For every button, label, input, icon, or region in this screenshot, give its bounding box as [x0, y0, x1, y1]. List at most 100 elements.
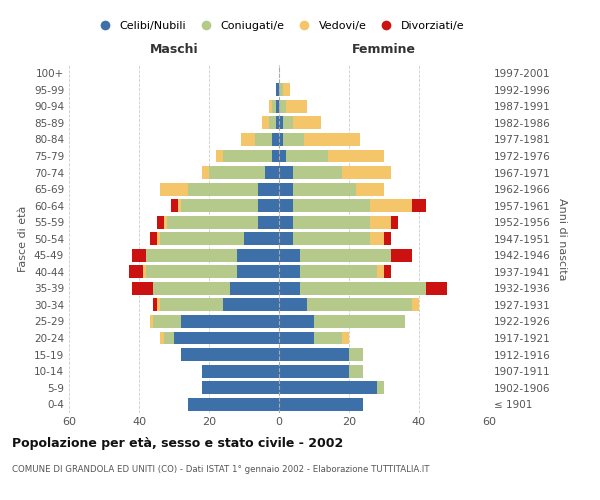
Bar — [391, 249, 412, 262]
Bar — [160, 298, 223, 312]
Bar — [279, 133, 283, 146]
Bar — [188, 398, 279, 410]
Bar — [426, 282, 447, 295]
Bar — [307, 298, 412, 312]
Bar — [269, 116, 275, 130]
Bar — [349, 348, 363, 361]
Bar — [279, 216, 293, 228]
Bar — [241, 133, 254, 146]
Bar — [370, 232, 384, 245]
Bar — [272, 100, 275, 113]
Y-axis label: Fasce di età: Fasce di età — [19, 206, 28, 272]
Bar — [304, 133, 359, 146]
Bar — [157, 216, 163, 228]
Bar — [279, 84, 283, 96]
Bar — [279, 100, 286, 113]
Legend: Celibi/Nubili, Coniugati/e, Vedovi/e, Divorziati/e: Celibi/Nubili, Coniugati/e, Vedovi/e, Di… — [89, 16, 469, 36]
Bar — [314, 315, 405, 328]
Bar — [275, 84, 279, 96]
Bar — [279, 182, 293, 196]
Bar — [181, 315, 279, 328]
Bar — [293, 116, 321, 130]
Bar — [279, 166, 293, 179]
Text: COMUNE DI GRANDOLA ED UNITI (CO) - Dati ISTAT 1° gennaio 2002 - Elaborazione TUT: COMUNE DI GRANDOLA ED UNITI (CO) - Dati … — [12, 466, 430, 474]
Bar — [202, 166, 209, 179]
Bar — [279, 398, 363, 410]
Bar — [279, 150, 286, 162]
Bar — [279, 266, 300, 278]
Bar — [293, 166, 342, 179]
Bar — [163, 332, 174, 344]
Bar — [223, 298, 279, 312]
Bar — [258, 216, 279, 228]
Bar — [254, 133, 272, 146]
Bar — [342, 166, 391, 179]
Bar — [279, 381, 377, 394]
Bar — [283, 116, 293, 130]
Bar — [262, 116, 269, 130]
Bar — [377, 266, 384, 278]
Bar — [384, 266, 391, 278]
Bar — [157, 232, 160, 245]
Bar — [283, 84, 290, 96]
Bar — [170, 199, 178, 212]
Bar — [230, 282, 279, 295]
Bar — [279, 116, 283, 130]
Bar — [244, 232, 279, 245]
Bar — [286, 150, 328, 162]
Bar — [279, 249, 300, 262]
Bar — [279, 282, 300, 295]
Bar — [279, 315, 314, 328]
Bar — [370, 216, 391, 228]
Bar — [300, 282, 426, 295]
Bar — [149, 315, 153, 328]
Bar — [328, 150, 384, 162]
Bar — [209, 166, 265, 179]
Bar — [237, 249, 279, 262]
Bar — [283, 133, 304, 146]
Bar — [132, 282, 153, 295]
Bar — [272, 150, 279, 162]
Bar — [314, 332, 342, 344]
Bar — [143, 266, 146, 278]
Bar — [293, 182, 356, 196]
Bar — [286, 100, 307, 113]
Bar — [279, 332, 314, 344]
Bar — [275, 100, 279, 113]
Bar — [160, 232, 244, 245]
Text: Popolazione per età, sesso e stato civile - 2002: Popolazione per età, sesso e stato civil… — [12, 438, 343, 450]
Bar — [412, 199, 426, 212]
Bar — [188, 182, 258, 196]
Y-axis label: Anni di nascita: Anni di nascita — [557, 198, 567, 280]
Bar — [384, 232, 391, 245]
Bar — [377, 381, 384, 394]
Bar — [160, 182, 188, 196]
Bar — [146, 266, 237, 278]
Bar — [202, 364, 279, 378]
Bar — [279, 232, 293, 245]
Bar — [293, 232, 370, 245]
Bar — [258, 199, 279, 212]
Bar — [128, 266, 143, 278]
Text: Maschi: Maschi — [149, 44, 199, 57]
Text: Femmine: Femmine — [352, 44, 416, 57]
Bar — [149, 232, 157, 245]
Bar — [174, 332, 279, 344]
Bar — [202, 381, 279, 394]
Bar — [181, 348, 279, 361]
Bar — [160, 332, 163, 344]
Bar — [153, 315, 181, 328]
Bar — [258, 182, 279, 196]
Bar — [391, 216, 398, 228]
Bar — [216, 150, 223, 162]
Bar — [157, 298, 160, 312]
Bar — [153, 298, 157, 312]
Bar — [279, 298, 307, 312]
Bar — [237, 266, 279, 278]
Bar — [279, 364, 349, 378]
Bar — [153, 282, 230, 295]
Bar — [163, 216, 167, 228]
Bar — [349, 364, 363, 378]
Bar — [275, 116, 279, 130]
Bar — [412, 298, 419, 312]
